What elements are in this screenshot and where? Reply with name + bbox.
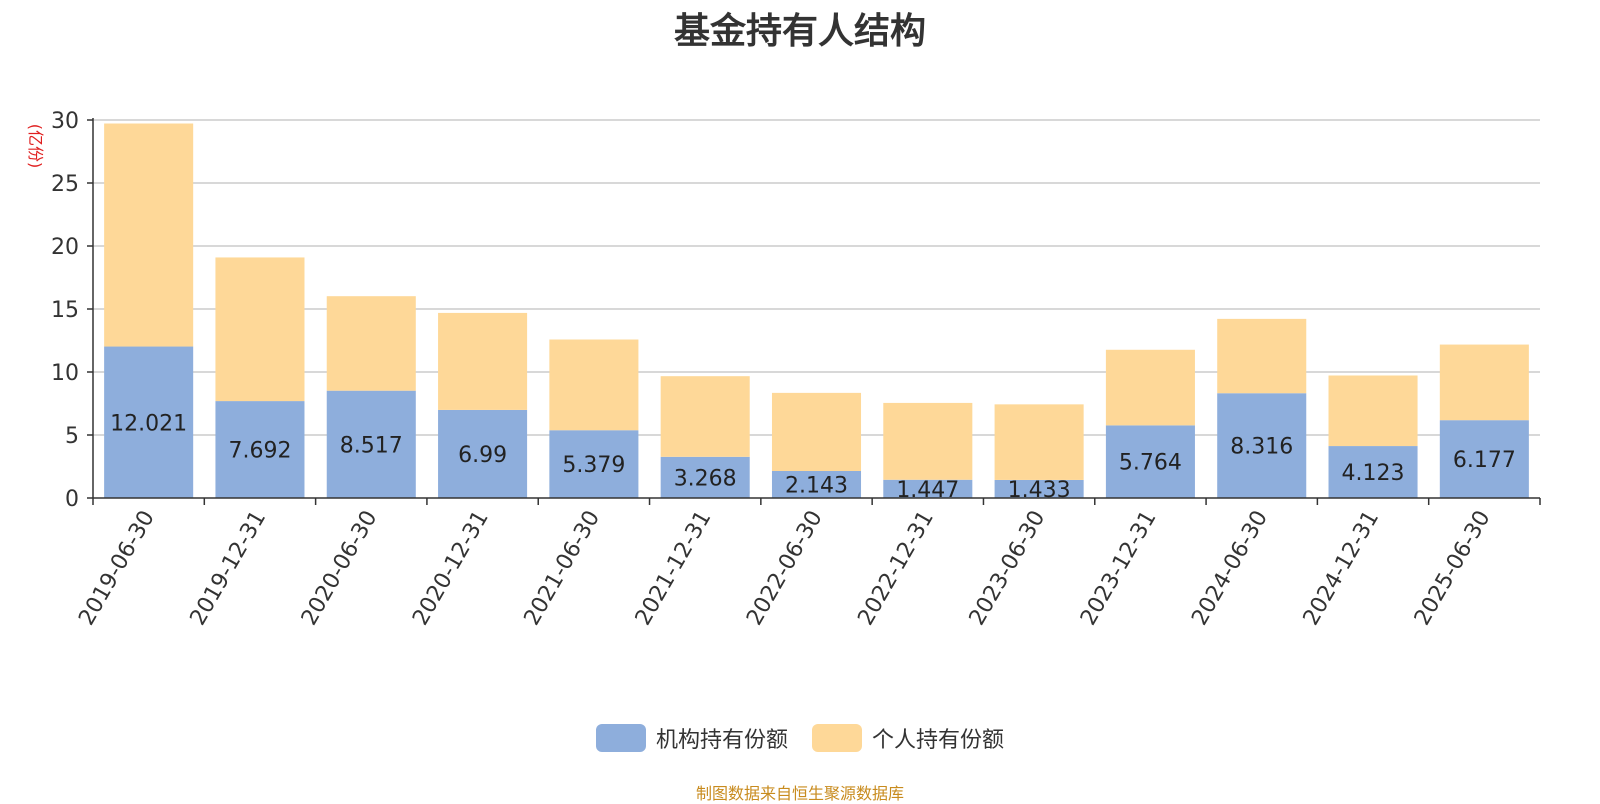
bar-individual: [994, 404, 1084, 480]
bar-institutional: [1439, 420, 1529, 498]
legend-item-institutional[interactable]: 机构持有份额: [595, 722, 788, 754]
x-tick-label: 2022-06-30: [742, 507, 828, 630]
bar-individual: [660, 376, 750, 457]
y-axis-unit-label: (亿份): [26, 124, 45, 169]
x-tick-label: 2022-12-31: [853, 506, 939, 629]
bar-individual: [883, 402, 973, 480]
legend-swatch-individual: [812, 724, 862, 752]
x-tick-label: 2023-06-30: [965, 507, 1051, 630]
bar-value-label: 12.021: [110, 411, 187, 436]
bar-individual: [1105, 349, 1195, 426]
bar-value-label: 1.433: [1008, 478, 1071, 503]
bar-institutional: [994, 479, 1084, 498]
legend-label-institutional: 机构持有份额: [655, 728, 788, 753]
y-tick-label: 25: [51, 172, 79, 197]
y-tick-label: 5: [65, 424, 79, 449]
bar-individual: [771, 392, 862, 471]
bar-individual: [215, 257, 305, 402]
y-tick-label: 15: [51, 298, 79, 323]
bar-individual: [1328, 375, 1418, 447]
bar-value-label: 7.692: [228, 439, 291, 464]
bar-individual: [438, 312, 528, 410]
y-tick-label: 10: [51, 361, 79, 386]
bar-individual: [1217, 318, 1307, 394]
bar-value-label: 1.447: [896, 478, 959, 503]
bar-individual: [549, 339, 639, 431]
bar-value-label: 2.143: [785, 473, 848, 498]
bar-value-label: 5.764: [1119, 451, 1182, 476]
legend-label-individual: 个人持有份额: [872, 728, 1005, 753]
y-tick-label: 0: [65, 487, 79, 512]
bar-value-label: 8.517: [340, 433, 403, 458]
bar-value-label: 6.99: [458, 443, 507, 468]
legend-item-individual[interactable]: 个人持有份额: [812, 722, 1004, 754]
bar-value-label: 4.123: [1342, 461, 1405, 486]
x-tick-label: 2021-12-31: [631, 507, 717, 630]
x-tick-label: 2019-06-30: [74, 507, 160, 630]
grid-layer: [93, 119, 1540, 436]
x-tick-label: 2019-12-31: [186, 507, 272, 630]
bar-institutional: [660, 456, 750, 498]
x-tick-label: 2020-12-31: [408, 506, 494, 629]
y-tick-label: 20: [51, 235, 79, 260]
axis-layer: 0 5 10 15 20 25 30: [51, 109, 1541, 512]
bar-institutional: [1217, 393, 1307, 498]
bar-value-label: 8.316: [1230, 435, 1293, 460]
bar-institutional: [1328, 446, 1418, 498]
bar-individual: [1439, 344, 1529, 421]
bar-institutional: [104, 346, 194, 498]
source-note: 制图数据来自恒生聚源数据库: [695, 784, 904, 803]
chart-title: 基金持有人结构: [673, 11, 926, 52]
bar-individual: [326, 296, 416, 391]
bar-value-label: 3.268: [674, 466, 737, 491]
y-tick-label: 30: [51, 109, 79, 134]
legend-swatch-institutional: [595, 724, 646, 752]
x-tick-label: 2024-12-31: [1299, 507, 1385, 630]
bar-institutional: [215, 401, 305, 498]
bar-individual: [104, 123, 194, 347]
x-tick-label: 2021-06-30: [520, 507, 606, 630]
bar-institutional: [771, 470, 862, 498]
x-tick-label: 2024-06-30: [1187, 507, 1273, 630]
bar-institutional: [883, 479, 973, 498]
x-tick-label: 2023-12-31: [1076, 507, 1162, 630]
bar-institutional: [326, 390, 416, 498]
x-tick-label: 2025-06-30: [1410, 507, 1496, 630]
bar-value-label: 5.379: [562, 453, 625, 478]
legend: 机构持有份额 个人持有份额: [0, 720, 1600, 756]
bar-institutional: [549, 430, 639, 498]
bar-institutional: [438, 409, 528, 498]
bar-institutional: [1105, 425, 1195, 498]
bars-layer: [104, 123, 1529, 498]
bar-value-label: 6.177: [1453, 448, 1516, 473]
x-tick-label: 2020-06-30: [297, 507, 383, 630]
